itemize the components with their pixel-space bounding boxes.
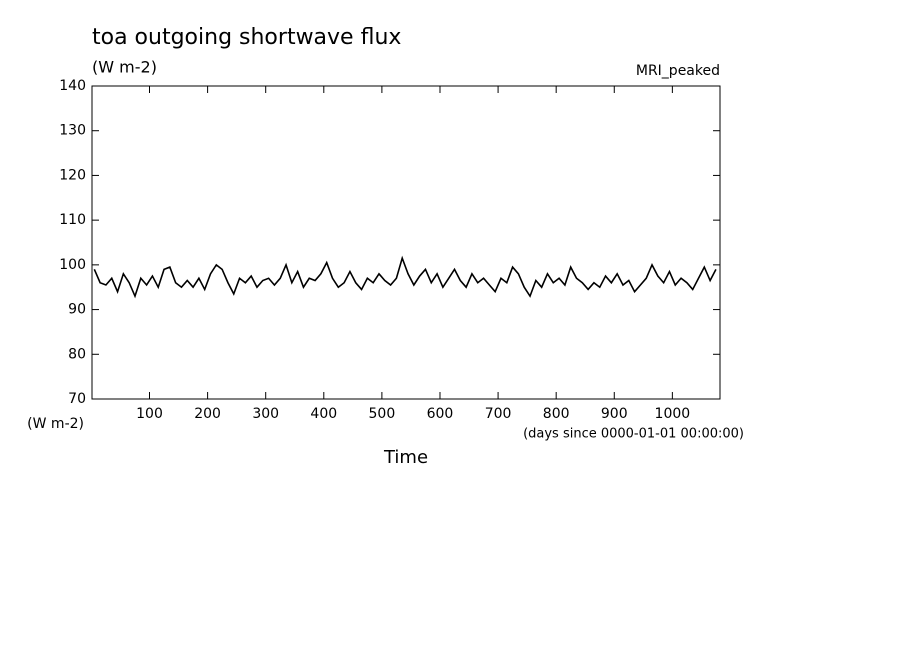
y-axis-label: (W m-2) [27,416,84,432]
x-tick-label: 200 [194,406,221,422]
x-tick-label: 300 [252,406,279,422]
x-tick-label: 800 [543,406,570,422]
y-tick-label: 130 [59,123,86,139]
x-tick-label: 400 [310,406,337,422]
plot-frame [91,85,721,400]
y-tick-label: 100 [59,257,86,273]
x-units: (days since 0000-01-01 00:00:00) [523,427,744,442]
x-tick-label: 900 [601,406,628,422]
y-tick-label: 140 [59,78,86,94]
x-tick-label: 1000 [655,406,691,422]
x-tick-label: 500 [369,406,396,422]
units: (W m-2) [92,58,157,77]
y-tick-label: 80 [68,346,86,362]
data-line [93,255,717,299]
y-tick-label: 110 [59,212,86,228]
x-tick-label: 600 [427,406,454,422]
dataset-label: MRI_peaked [636,63,720,79]
x-tick-label: 100 [136,406,163,422]
y-tick-label: 120 [59,167,86,183]
y-tick-label: 90 [68,302,86,318]
x-axis-label: Time [383,447,428,468]
chart-title: toa outgoing shortwave flux [92,25,401,50]
x-tick-label: 700 [485,406,512,422]
y-tick-label: 70 [68,391,86,407]
